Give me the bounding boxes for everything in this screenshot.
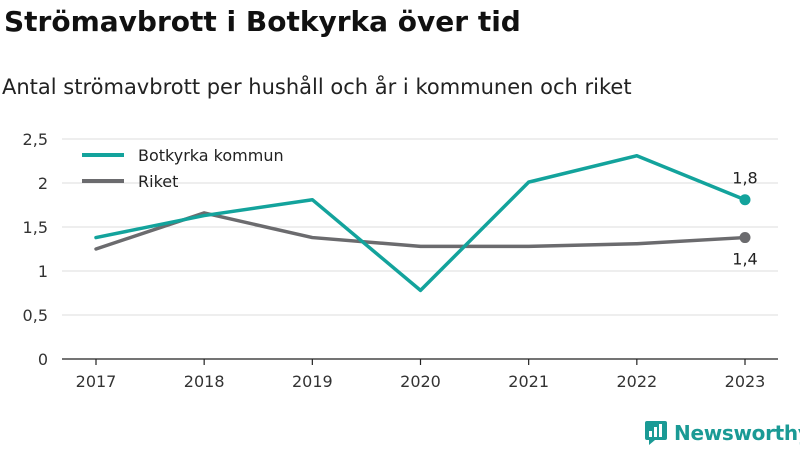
y-tick-label: 0,5 xyxy=(23,306,48,325)
series-end-point xyxy=(739,194,751,206)
y-axis: 0 0,5 1 1,5 2 2,5 xyxy=(23,130,48,369)
series-line xyxy=(94,211,747,251)
series-end-point xyxy=(739,232,751,244)
chart-subtitle: Antal strömavbrott per hushåll och år i … xyxy=(2,75,632,99)
series-line xyxy=(94,153,747,293)
x-tick-label: 2023 xyxy=(725,372,766,391)
newsworthy-logo-icon xyxy=(645,421,667,445)
legend-label: Riket xyxy=(138,172,178,191)
x-tick-label: 2019 xyxy=(292,372,333,391)
y-tick-label: 2 xyxy=(38,174,48,193)
brand-logo: Newsworthy xyxy=(644,419,800,447)
x-tick-label: 2017 xyxy=(76,372,117,391)
x-tick-label: 2022 xyxy=(616,372,657,391)
data-label: 1,8 xyxy=(732,169,757,188)
y-tick-label: 1 xyxy=(38,262,48,281)
y-tick-label: 0 xyxy=(38,350,48,369)
x-tick-label: 2020 xyxy=(400,372,441,391)
y-tick-label: 2,5 xyxy=(23,130,48,149)
series: 1,8 1,4 xyxy=(94,153,758,293)
chart-title: Strömavbrott i Botkyrka över tid xyxy=(4,5,521,38)
x-tick-label: 2021 xyxy=(508,372,549,391)
legend: Botkyrka kommun Riket xyxy=(82,146,284,191)
legend-label: Botkyrka kommun xyxy=(138,146,284,165)
brand-name: Newsworthy xyxy=(674,421,800,445)
grid-lines xyxy=(62,138,778,316)
x-tick-label: 2018 xyxy=(184,372,225,391)
data-label: 1,4 xyxy=(732,250,757,269)
y-tick-label: 1,5 xyxy=(23,218,48,237)
x-axis: 2017 2018 2019 2020 2021 2022 2023 xyxy=(62,358,778,391)
